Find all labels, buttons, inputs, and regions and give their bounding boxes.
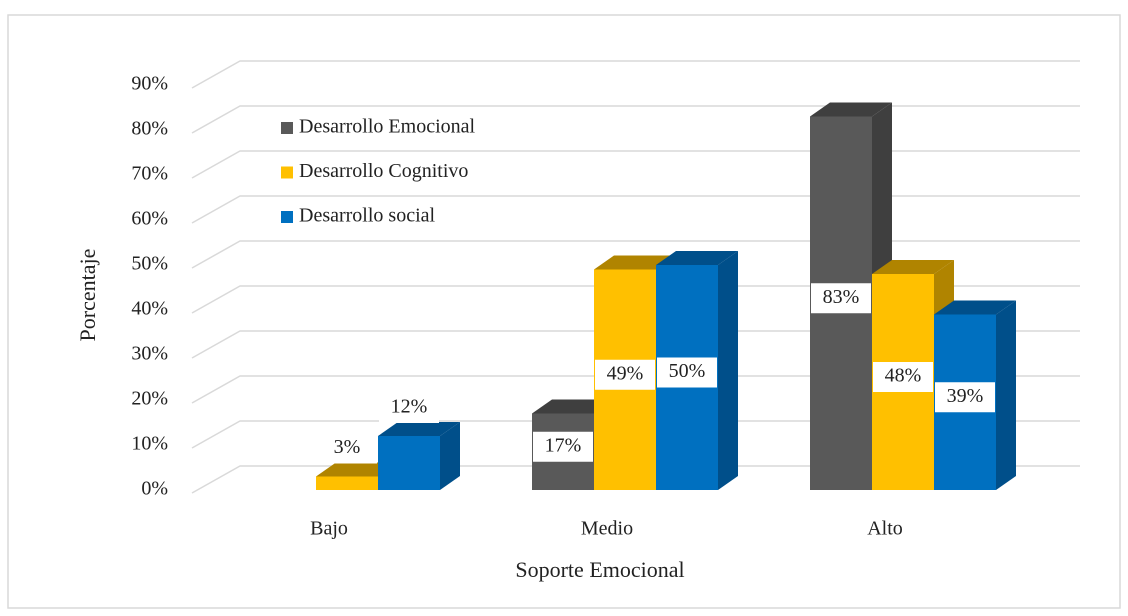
data-label-box	[317, 433, 377, 464]
data-label-box	[811, 283, 871, 314]
bar-top	[378, 422, 460, 436]
y-tick-label: 60%	[131, 208, 168, 230]
data-label: 48%	[885, 365, 922, 387]
bar-top	[532, 399, 614, 414]
data-label: 39%	[947, 385, 984, 407]
grid-line	[191, 150, 1080, 179]
y-tick-label: 0%	[141, 478, 168, 500]
data-label: 3%	[334, 436, 361, 458]
data-label: 83%	[823, 286, 860, 308]
legend-label: Desarrollo Cognitivo	[299, 160, 468, 182]
grid-line	[191, 375, 1080, 404]
bar-top	[934, 300, 1016, 315]
data-label-box	[873, 362, 933, 392]
bar-side	[996, 300, 1016, 490]
grid-line	[191, 285, 1080, 314]
grid-line	[191, 105, 1080, 134]
data-label-box	[595, 359, 655, 390]
x-tick-label: Bajo	[310, 518, 348, 540]
grid-line	[191, 465, 1080, 494]
data-label-box	[379, 393, 439, 423]
x-tick-label: Medio	[581, 518, 633, 540]
data-label: 49%	[607, 362, 644, 384]
bar	[316, 476, 378, 490]
x-tick-label: Alto	[867, 518, 903, 540]
data-label: 12%	[391, 396, 428, 418]
y-tick-label: 50%	[131, 253, 168, 275]
legend-label: Desarrollo Emocional	[299, 116, 475, 138]
grid-line	[191, 195, 1080, 224]
bar-side	[440, 422, 460, 490]
data-label-box	[657, 357, 717, 388]
y-tick-label: 20%	[131, 388, 168, 410]
grid-line	[191, 240, 1080, 269]
legend-swatch	[281, 211, 293, 223]
y-tick-label: 10%	[131, 433, 168, 455]
data-label-box	[533, 431, 593, 462]
bar-top	[594, 255, 676, 270]
grid-line	[191, 420, 1080, 449]
bar-top	[316, 462, 398, 477]
data-label: 50%	[669, 360, 706, 382]
y-tick-label: 90%	[131, 73, 168, 95]
grid-line	[191, 330, 1080, 359]
y-tick-label: 30%	[131, 343, 168, 365]
y-tick-label: 70%	[131, 163, 168, 185]
bar-top	[872, 260, 954, 274]
bar-side	[718, 251, 738, 490]
data-label: 17%	[545, 434, 582, 456]
y-tick-label: 80%	[131, 118, 168, 140]
grid-line	[191, 60, 1080, 89]
y-tick-label: 40%	[131, 298, 168, 320]
x-axis-title: Soporte Emocional	[515, 557, 684, 582]
legend-label: Desarrollo social	[299, 205, 436, 227]
bar-top	[810, 102, 892, 117]
legend-swatch	[281, 166, 293, 179]
data-label-box	[935, 382, 995, 413]
y-axis-title: Porcentaje	[75, 249, 100, 342]
bar	[378, 436, 440, 490]
bar-top	[656, 251, 738, 265]
legend-swatch	[281, 122, 293, 134]
